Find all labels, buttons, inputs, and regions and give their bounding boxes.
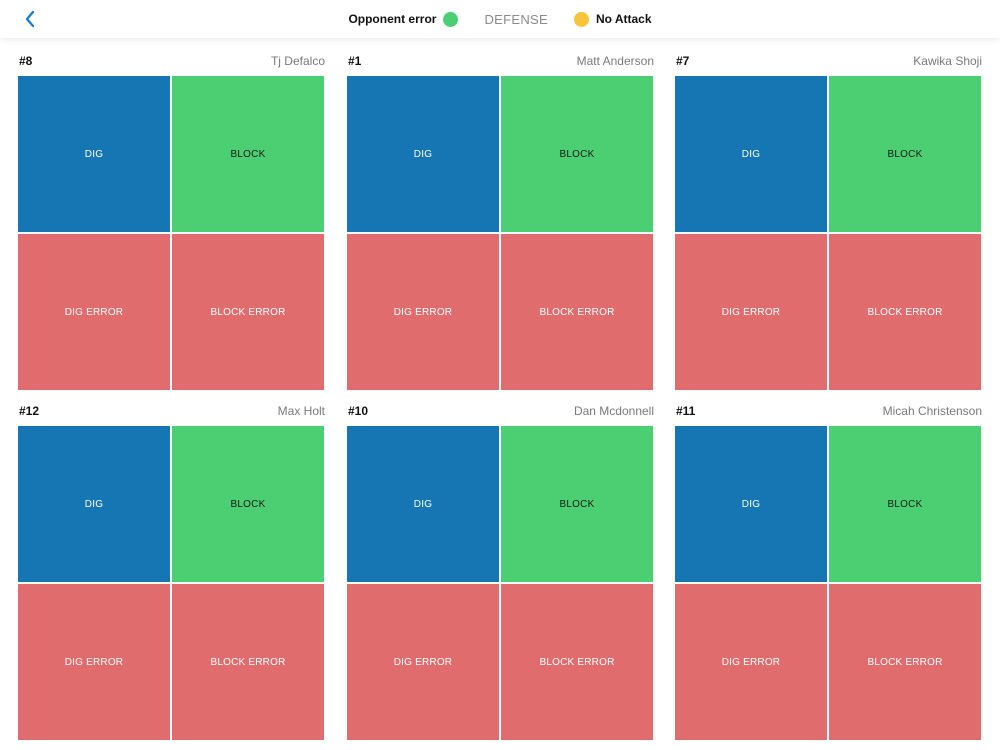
player-header: #11 Micah Christenson bbox=[675, 394, 982, 426]
block-button[interactable]: BLOCK bbox=[501, 426, 653, 582]
dig-error-button[interactable]: DIG ERROR bbox=[347, 584, 499, 740]
action-grid: DIG BLOCK DIG ERROR BLOCK ERROR bbox=[675, 426, 981, 740]
opponent-error-button[interactable]: Opponent error bbox=[348, 11, 459, 27]
player-panel: #10 Dan Mcdonnell DIG BLOCK DIG ERROR BL… bbox=[347, 394, 654, 740]
player-header: #8 Tj Defalco bbox=[18, 44, 325, 76]
dig-button[interactable]: DIG bbox=[18, 426, 170, 582]
action-grid: DIG BLOCK DIG ERROR BLOCK ERROR bbox=[18, 426, 324, 740]
top-bar: Opponent error DEFENSE No Attack bbox=[0, 0, 1000, 38]
jersey-number: #8 bbox=[19, 54, 33, 68]
no-attack-dot bbox=[573, 11, 589, 27]
action-grid: DIG BLOCK DIG ERROR BLOCK ERROR bbox=[347, 76, 653, 390]
action-grid: DIG BLOCK DIG ERROR BLOCK ERROR bbox=[675, 76, 981, 390]
dig-error-button[interactable]: DIG ERROR bbox=[18, 234, 170, 390]
chevron-left-icon bbox=[25, 10, 35, 28]
block-error-button[interactable]: BLOCK ERROR bbox=[172, 234, 324, 390]
jersey-number: #12 bbox=[19, 404, 40, 418]
block-error-button[interactable]: BLOCK ERROR bbox=[829, 584, 981, 740]
player-header: #12 Max Holt bbox=[18, 394, 325, 426]
dig-button[interactable]: DIG bbox=[347, 426, 499, 582]
player-panel: #7 Kawika Shoji DIG BLOCK DIG ERROR BLOC… bbox=[675, 44, 982, 390]
jersey-number: #1 bbox=[348, 54, 362, 68]
no-attack-button[interactable]: No Attack bbox=[573, 11, 652, 27]
opponent-error-dot bbox=[443, 11, 459, 27]
dig-button[interactable]: DIG bbox=[18, 76, 170, 232]
block-error-button[interactable]: BLOCK ERROR bbox=[501, 584, 653, 740]
page-title: DEFENSE bbox=[484, 11, 548, 27]
player-header: #10 Dan Mcdonnell bbox=[347, 394, 654, 426]
player-name: Kawika Shoji bbox=[913, 54, 982, 68]
back-button[interactable] bbox=[20, 8, 42, 30]
opponent-error-label: Opponent error bbox=[348, 12, 437, 26]
player-name: Dan Mcdonnell bbox=[573, 404, 654, 418]
player-name: Matt Anderson bbox=[576, 54, 654, 68]
no-attack-label: No Attack bbox=[595, 12, 652, 26]
dig-button[interactable]: DIG bbox=[347, 76, 499, 232]
player-name: Tj Defalco bbox=[270, 54, 325, 68]
player-panel: #8 Tj Defalco DIG BLOCK DIG ERROR BLOCK … bbox=[18, 44, 325, 390]
dig-error-button[interactable]: DIG ERROR bbox=[675, 234, 827, 390]
block-button[interactable]: BLOCK bbox=[501, 76, 653, 232]
dig-error-button[interactable]: DIG ERROR bbox=[18, 584, 170, 740]
block-button[interactable]: BLOCK bbox=[829, 76, 981, 232]
player-panel: #12 Max Holt DIG BLOCK DIG ERROR BLOCK E… bbox=[18, 394, 325, 740]
player-header: #1 Matt Anderson bbox=[347, 44, 654, 76]
dig-button[interactable]: DIG bbox=[675, 76, 827, 232]
block-error-button[interactable]: BLOCK ERROR bbox=[501, 234, 653, 390]
jersey-number: #7 bbox=[676, 54, 690, 68]
dig-error-button[interactable]: DIG ERROR bbox=[347, 234, 499, 390]
block-button[interactable]: BLOCK bbox=[172, 426, 324, 582]
player-name: Max Holt bbox=[277, 404, 325, 418]
player-panel: #11 Micah Christenson DIG BLOCK DIG ERRO… bbox=[675, 394, 982, 740]
player-panel: #1 Matt Anderson DIG BLOCK DIG ERROR BLO… bbox=[347, 44, 654, 390]
action-grid: DIG BLOCK DIG ERROR BLOCK ERROR bbox=[347, 426, 653, 740]
block-error-button[interactable]: BLOCK ERROR bbox=[829, 234, 981, 390]
block-error-button[interactable]: BLOCK ERROR bbox=[172, 584, 324, 740]
dig-error-button[interactable]: DIG ERROR bbox=[675, 584, 827, 740]
dig-button[interactable]: DIG bbox=[675, 426, 827, 582]
jersey-number: #10 bbox=[348, 404, 369, 418]
action-grid: DIG BLOCK DIG ERROR BLOCK ERROR bbox=[18, 76, 324, 390]
player-header: #7 Kawika Shoji bbox=[675, 44, 982, 76]
header-legend: Opponent error DEFENSE No Attack bbox=[0, 0, 1000, 38]
player-name: Micah Christenson bbox=[882, 404, 982, 418]
jersey-number: #11 bbox=[676, 404, 696, 418]
block-button[interactable]: BLOCK bbox=[829, 426, 981, 582]
block-button[interactable]: BLOCK bbox=[172, 76, 324, 232]
